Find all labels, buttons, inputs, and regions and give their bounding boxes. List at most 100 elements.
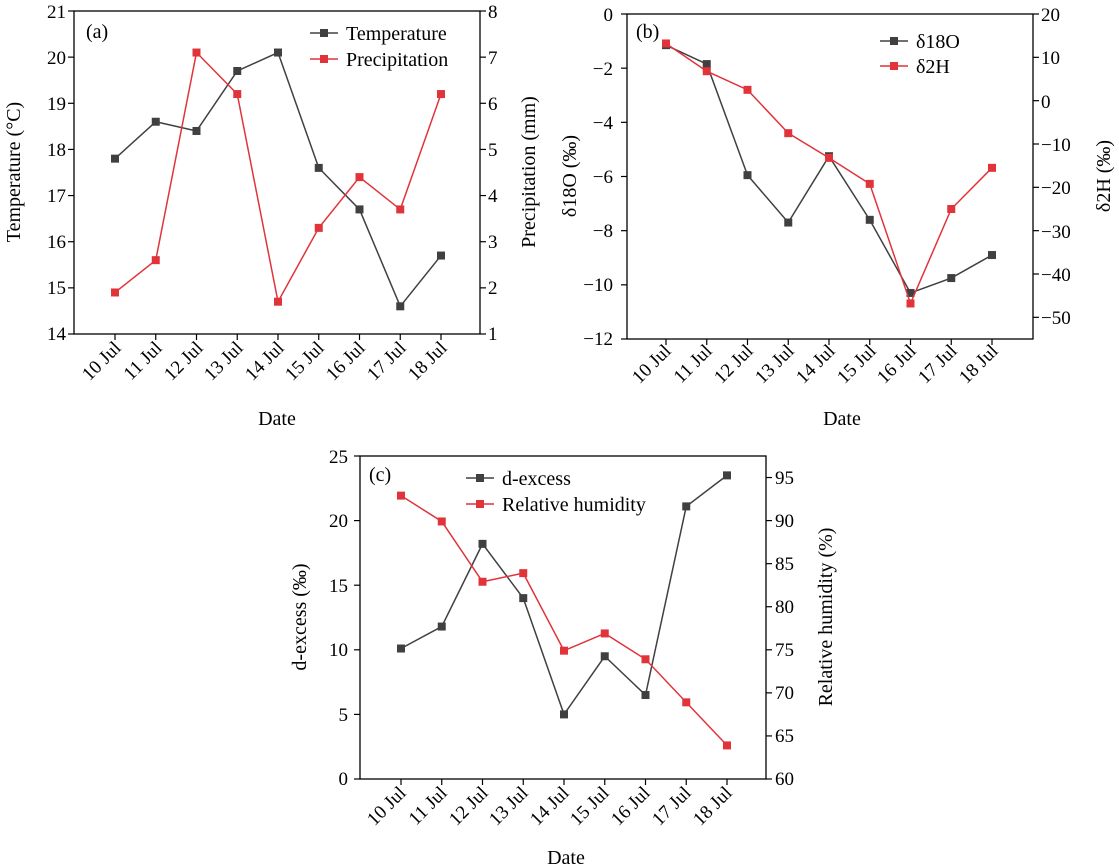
panel-b-ytick-right: 10 <box>1041 48 1060 69</box>
panel-b-xtick: 11 Jul <box>670 341 717 388</box>
series-line-18o <box>665 44 993 294</box>
panel-b-xtick: 10 Jul <box>628 341 675 388</box>
panel-b-ytick-left: 0 <box>604 5 614 26</box>
panel-c-ytick-left: 20 <box>329 511 348 532</box>
panel-b-ytick-left: −4 <box>593 113 614 134</box>
panel-c: (c) 0 5 10 15 20 25 60 65 70 75 80 85 90… <box>289 447 837 868</box>
series-line-relative-humidity <box>400 494 728 746</box>
panel-c-xtick: 15 Jul <box>566 783 613 830</box>
panel-b-ytick-right: −40 <box>1041 265 1071 286</box>
data-point-temperature <box>314 163 323 172</box>
panel-a-ytick-left: 14 <box>47 324 67 345</box>
panel-a-xtick: 16 Jul <box>322 338 369 385</box>
panel-b-xtick: 13 Jul <box>751 341 798 388</box>
panel-b-x-title: Date <box>823 408 861 430</box>
legend-label-d18o: δ18O <box>916 31 960 53</box>
panel-a-xtick: 18 Jul <box>404 338 451 385</box>
data-point-2h <box>947 205 956 213</box>
legend-marker-d-excess <box>476 474 484 482</box>
panel-c-ytick-right: 95 <box>775 468 794 489</box>
data-point-relative-humidity <box>397 491 405 500</box>
data-point-temperature <box>233 66 242 75</box>
data-point-d-excess <box>397 644 405 653</box>
data-point-18o <box>865 215 874 224</box>
data-point-2h <box>702 67 711 76</box>
panel-a-marks <box>68 10 486 340</box>
legend-marker-relative-humidity <box>476 500 484 508</box>
panel-a-ytick-left: 21 <box>47 2 66 23</box>
panel-c-xtick: 17 Jul <box>648 783 695 830</box>
panel-a-xtick: 17 Jul <box>363 338 410 385</box>
data-point-temperature <box>355 205 364 214</box>
series-line-precipitation <box>114 50 442 304</box>
panel-a-xtick: 13 Jul <box>200 338 247 385</box>
panel-c-ytick-right: 65 <box>775 726 794 747</box>
data-point-18o <box>743 171 752 180</box>
panel-c-ytick-right: 75 <box>775 640 794 661</box>
panel-c-y-title-right: Relative humidity (%) <box>815 528 837 707</box>
legend-marker-d18o <box>890 37 898 45</box>
panel-b-label: (b) <box>636 21 659 43</box>
panel-b-marks <box>621 13 1039 345</box>
panel-b-xtick: 12 Jul <box>710 341 757 388</box>
legend-label-precipitation: Precipitation <box>346 49 448 71</box>
panel-a-plot-frame <box>73 10 481 335</box>
data-point-temperature <box>437 251 445 260</box>
panel-b-legend: δ18O δ2H <box>880 31 960 78</box>
panel-b-ytick-left: −12 <box>583 329 613 350</box>
data-point-relative-humidity <box>723 741 731 750</box>
data-point-2h <box>784 129 793 138</box>
data-point-18o <box>906 288 915 297</box>
data-point-2h <box>743 85 752 94</box>
data-point-relative-humidity <box>600 629 609 638</box>
data-point-precipitation <box>233 90 242 99</box>
legend-label-d2h: δ2H <box>916 56 950 78</box>
data-point-temperature <box>396 302 405 311</box>
panel-a-right-ticks: 1 2 3 4 5 6 7 8 <box>488 2 498 345</box>
panel-a: (a) 14 15 16 17 18 19 20 21 1 2 3 4 5 6 … <box>3 2 540 430</box>
panel-c-ytick-right: 90 <box>775 511 794 532</box>
panel-c-plot-frame <box>359 455 767 780</box>
data-point-18o <box>784 218 793 227</box>
legend-label-temperature: Temperature <box>346 23 447 45</box>
data-point-precipitation <box>111 288 119 297</box>
panel-b-xtick: 15 Jul <box>833 341 880 388</box>
data-point-2h <box>865 179 874 188</box>
panel-a-ytick-right: 8 <box>488 2 498 23</box>
data-point-temperature <box>192 126 201 135</box>
panel-c-left-ticks: 0 5 10 15 20 25 <box>329 447 348 790</box>
data-point-precipitation <box>355 173 364 182</box>
data-point-relative-humidity <box>682 698 691 707</box>
data-point-d-excess <box>723 471 731 480</box>
panel-b-ytick-right: −20 <box>1041 178 1071 199</box>
panel-b: (b) 0 −2 −4 −6 −8 −10 −12 20 10 0 −10 −2… <box>559 5 1115 430</box>
panel-a-y-title-right: Precipitation (mm) <box>518 96 540 248</box>
panel-c-ytick-left: 15 <box>329 576 348 597</box>
panel-b-ytick-right: −30 <box>1041 222 1071 243</box>
data-point-precipitation <box>192 48 201 57</box>
panel-a-ytick-left: 20 <box>47 48 66 69</box>
panel-b-xtick: 17 Jul <box>914 341 961 388</box>
panel-c-ytick-right: 80 <box>775 597 794 618</box>
legend-label-relative-humidity: Relative humidity <box>502 494 646 516</box>
series-line-2h <box>665 42 993 306</box>
panel-a-xtick: 15 Jul <box>281 338 328 385</box>
panel-a-left-ticks: 14 15 16 17 18 19 20 21 <box>47 2 67 345</box>
panel-c-ytick-right: 85 <box>775 554 794 575</box>
panel-a-ytick-right: 2 <box>488 278 498 299</box>
data-point-18o <box>947 274 956 283</box>
data-point-temperature <box>111 154 119 163</box>
panel-a-ytick-right: 6 <box>488 94 498 115</box>
data-point-d-excess <box>478 539 487 548</box>
data-point-d-excess <box>437 622 446 631</box>
data-point-precipitation <box>314 223 323 232</box>
panel-a-ytick-right: 7 <box>488 48 498 69</box>
data-point-2h <box>988 163 996 172</box>
data-point-relative-humidity <box>478 577 487 586</box>
panel-a-ytick-left: 16 <box>47 232 66 253</box>
panel-c-xtick: 10 Jul <box>363 783 410 830</box>
panel-a-x-ticks: 10 Jul 11 Jul 12 Jul 13 Jul 14 Jul 15 Ju… <box>78 338 451 385</box>
data-point-relative-humidity <box>437 517 446 526</box>
data-point-d-excess <box>641 691 650 700</box>
